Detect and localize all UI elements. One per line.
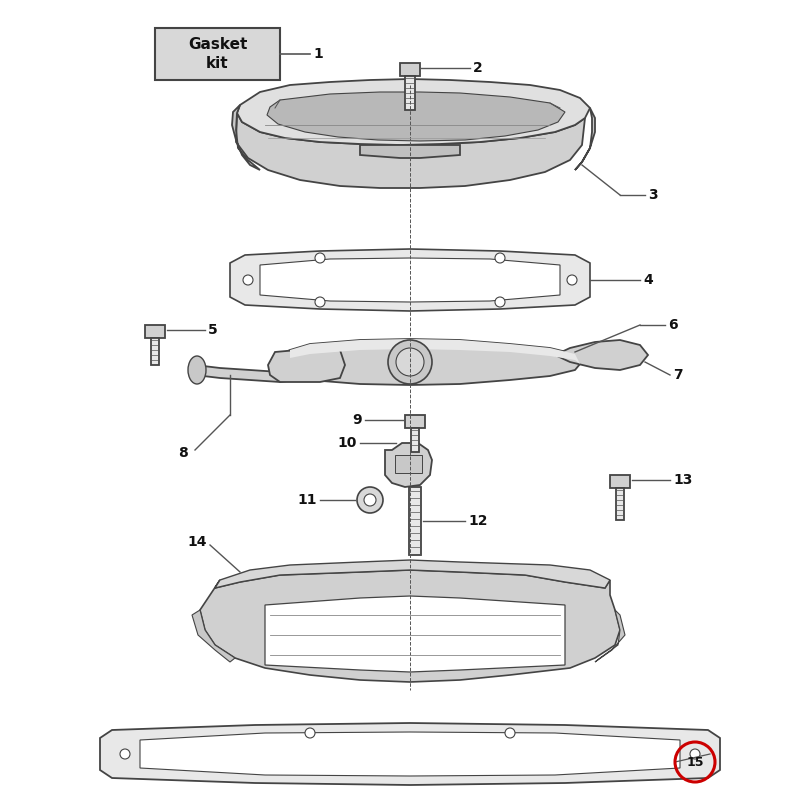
Polygon shape [237, 79, 590, 145]
Polygon shape [405, 415, 425, 428]
Polygon shape [555, 340, 648, 370]
Polygon shape [192, 610, 235, 662]
Polygon shape [395, 455, 422, 473]
Text: 4: 4 [643, 273, 653, 287]
Polygon shape [260, 258, 560, 302]
Polygon shape [405, 76, 415, 110]
Circle shape [357, 487, 383, 513]
Polygon shape [610, 475, 630, 488]
Polygon shape [616, 488, 624, 520]
Circle shape [505, 728, 515, 738]
Circle shape [495, 253, 505, 263]
Circle shape [315, 297, 325, 307]
Circle shape [305, 728, 315, 738]
Polygon shape [360, 145, 460, 158]
Ellipse shape [188, 356, 206, 384]
Text: 8: 8 [178, 446, 188, 460]
Text: 3: 3 [648, 188, 658, 202]
Polygon shape [195, 365, 295, 382]
Circle shape [388, 340, 432, 384]
Polygon shape [267, 92, 565, 141]
Polygon shape [595, 610, 625, 662]
Polygon shape [575, 108, 595, 170]
Polygon shape [276, 339, 580, 385]
Polygon shape [290, 339, 580, 364]
Text: 5: 5 [208, 323, 218, 337]
Text: 13: 13 [673, 473, 692, 487]
Polygon shape [145, 325, 165, 338]
Polygon shape [215, 560, 610, 588]
Polygon shape [230, 249, 590, 311]
Polygon shape [200, 570, 620, 682]
Polygon shape [409, 487, 421, 555]
Text: 2: 2 [473, 61, 482, 75]
Polygon shape [265, 596, 565, 672]
Circle shape [364, 494, 376, 506]
Text: 14: 14 [187, 535, 207, 549]
Text: 10: 10 [338, 436, 357, 450]
Text: 11: 11 [298, 493, 317, 507]
Polygon shape [268, 348, 345, 382]
Text: 15: 15 [686, 755, 704, 769]
Text: 12: 12 [468, 514, 487, 528]
Text: 9: 9 [352, 413, 362, 427]
Polygon shape [140, 732, 680, 776]
FancyBboxPatch shape [155, 28, 280, 80]
Text: 1: 1 [313, 47, 322, 61]
Circle shape [243, 275, 253, 285]
Circle shape [315, 253, 325, 263]
Polygon shape [232, 105, 260, 170]
Circle shape [690, 749, 700, 759]
Circle shape [120, 749, 130, 759]
Polygon shape [236, 113, 585, 188]
Circle shape [567, 275, 577, 285]
Text: Gasket
kit: Gasket kit [188, 37, 247, 70]
Polygon shape [151, 338, 159, 365]
Polygon shape [100, 723, 720, 785]
Circle shape [396, 348, 424, 376]
Text: 7: 7 [673, 368, 682, 382]
Polygon shape [400, 63, 420, 76]
Text: 6: 6 [668, 318, 678, 332]
Polygon shape [411, 428, 419, 452]
Circle shape [495, 297, 505, 307]
Polygon shape [385, 443, 432, 487]
